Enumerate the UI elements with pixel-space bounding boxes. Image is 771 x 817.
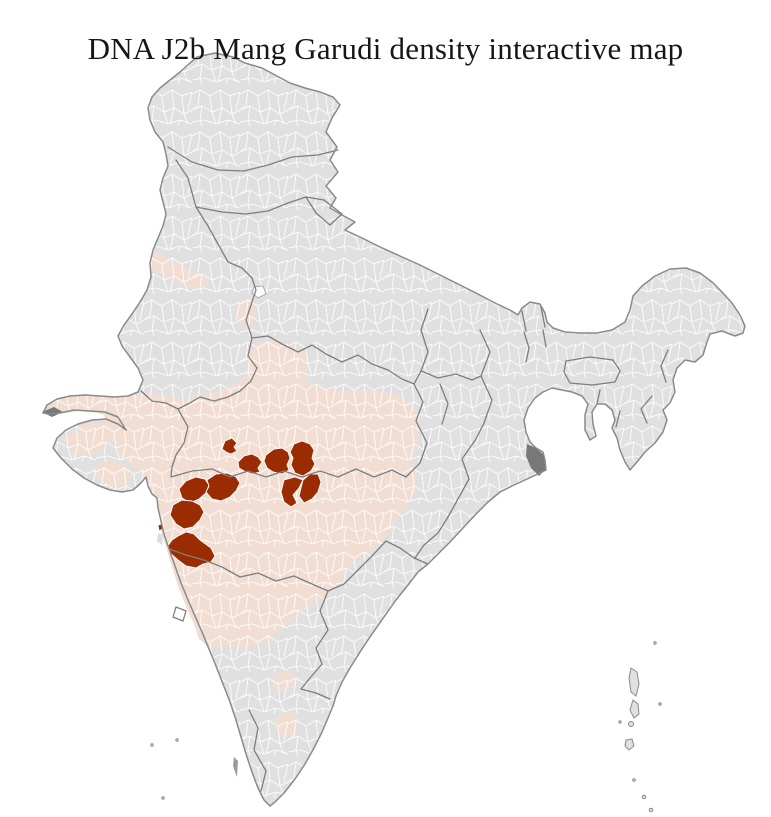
andaman-island-2[interactable] xyxy=(629,699,640,719)
lakshadweep-dot-1 xyxy=(150,743,154,747)
lakshadweep-dot-2 xyxy=(175,738,179,742)
island-dot-4 xyxy=(632,778,636,782)
island-dot-1 xyxy=(653,641,657,645)
island-dot-3 xyxy=(618,720,622,724)
island-dot-5 xyxy=(641,794,647,800)
island-dot-6 xyxy=(648,807,654,813)
high-density-district-4[interactable] xyxy=(289,440,316,477)
island-groups xyxy=(150,641,662,813)
andaman-island-3[interactable] xyxy=(628,721,634,727)
page-title: DNA J2b Mang Garudi density interactive … xyxy=(87,30,684,66)
lakshadweep-dot-3 xyxy=(161,796,165,800)
low-density-kutch[interactable] xyxy=(48,395,135,419)
mumbai-coast-sliver xyxy=(157,533,163,545)
andaman-island-1[interactable] xyxy=(628,667,640,697)
kerala-backwater-sliver xyxy=(233,757,238,777)
island-dot-2 xyxy=(658,702,662,706)
nicobar-island[interactable] xyxy=(624,738,635,751)
